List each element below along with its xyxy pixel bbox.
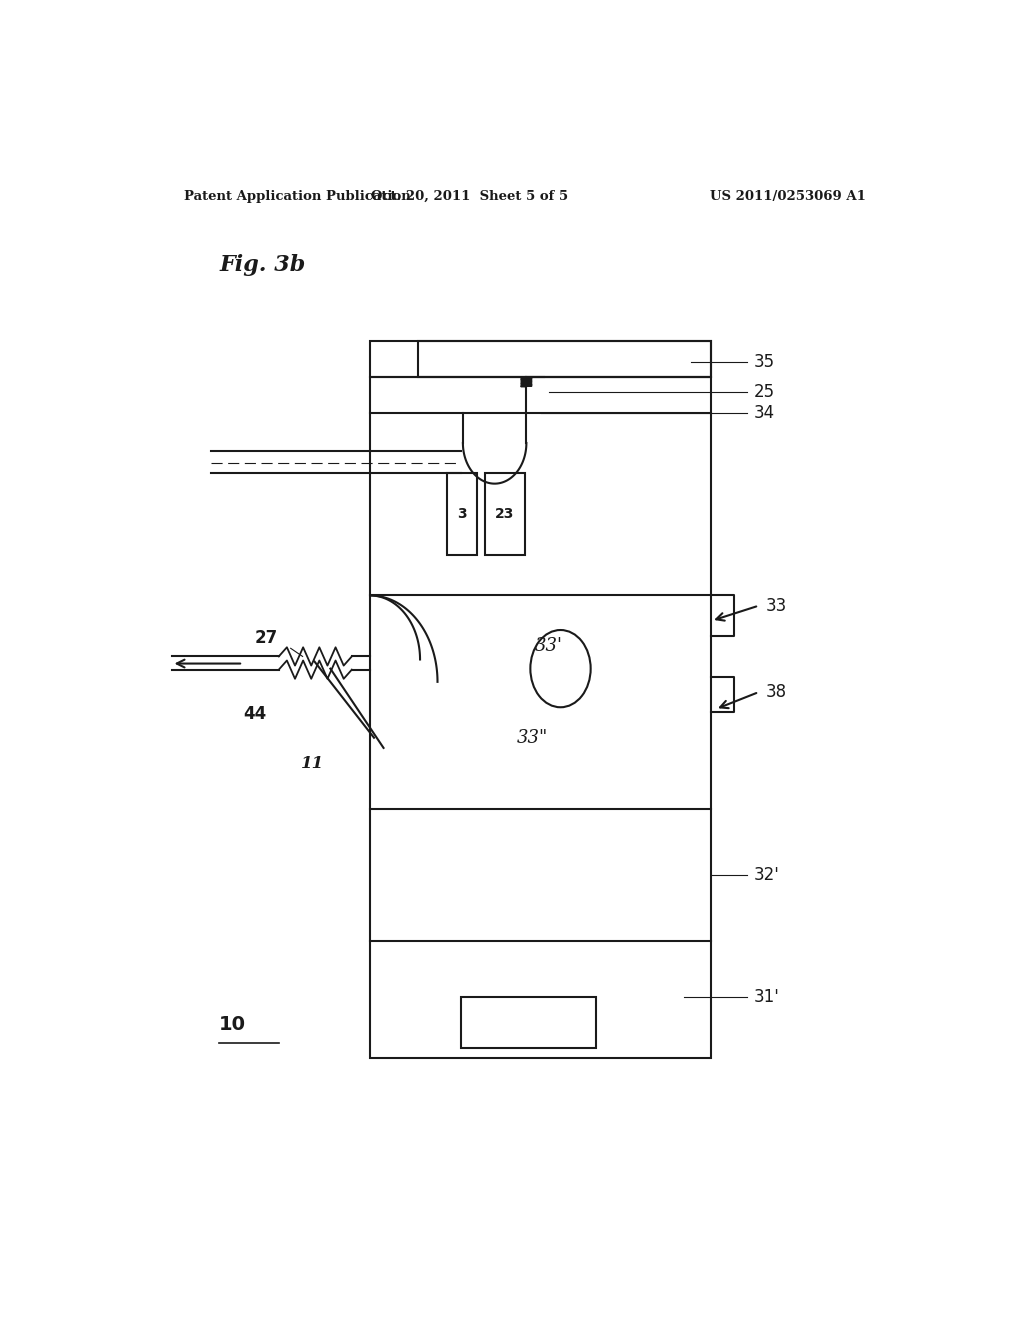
Text: 33": 33": [517, 729, 549, 747]
Text: 44: 44: [243, 705, 266, 723]
Bar: [370, 378, 712, 1057]
Text: 32': 32': [754, 866, 779, 884]
Text: 31': 31': [754, 987, 779, 1006]
Text: 33': 33': [535, 638, 562, 655]
Text: 38: 38: [765, 682, 786, 701]
Text: 35: 35: [754, 352, 774, 371]
Text: 23: 23: [496, 507, 515, 521]
Text: 11: 11: [301, 755, 325, 772]
Bar: [485, 474, 524, 554]
Text: Patent Application Publication: Patent Application Publication: [183, 190, 411, 202]
Text: 34: 34: [754, 404, 774, 421]
Text: US 2011/0253069 A1: US 2011/0253069 A1: [711, 190, 866, 202]
Bar: [418, 342, 712, 378]
Bar: [447, 474, 477, 554]
Text: 33: 33: [765, 597, 786, 615]
Text: Fig. 3b: Fig. 3b: [219, 255, 305, 276]
Text: 25: 25: [754, 383, 774, 401]
Bar: [461, 997, 596, 1048]
Bar: [370, 342, 712, 378]
Text: 10: 10: [219, 1015, 246, 1034]
Text: 3: 3: [458, 507, 467, 521]
Text: 27: 27: [255, 630, 279, 647]
Text: Oct. 20, 2011  Sheet 5 of 5: Oct. 20, 2011 Sheet 5 of 5: [371, 190, 568, 202]
